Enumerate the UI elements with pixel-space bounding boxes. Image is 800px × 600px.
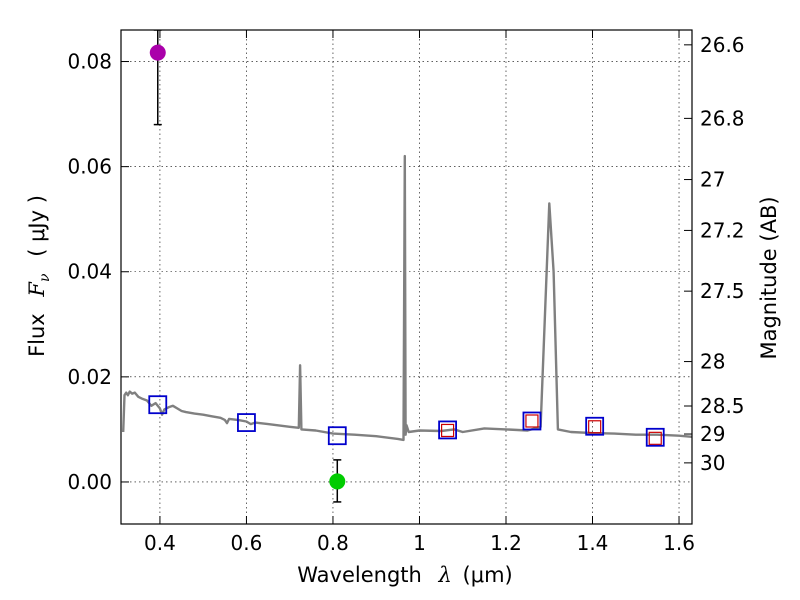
right-tick-label: 29 <box>700 422 725 446</box>
model-photometry-marker <box>438 420 457 440</box>
x-axis-label-symbol: λ <box>438 563 452 587</box>
observed-nir-marker <box>588 420 602 434</box>
y-tick-label: 0.04 <box>67 260 112 284</box>
observed-nir-marker <box>648 431 662 445</box>
y-axis-label-symbol: F <box>25 281 49 298</box>
x-tick-label: 0.8 <box>317 531 349 555</box>
right-tick-label: 28.5 <box>700 394 745 418</box>
x-tick-label: 0.4 <box>144 531 176 555</box>
x-axis-label-unit: (μm) <box>463 563 513 587</box>
plot-frame <box>120 29 693 525</box>
y-axis-label-unit: ( μJy ) <box>25 195 49 257</box>
observed-nir-marker <box>525 414 539 428</box>
right-tick-label: 26.8 <box>700 106 745 130</box>
x-axis-label-text: Wavelength <box>297 563 422 587</box>
right-axis-label: Magnitude (AB) <box>757 196 781 359</box>
right-tick-label: 30 <box>700 451 725 475</box>
right-tick-label: 27.5 <box>700 279 745 303</box>
model-photometry-marker <box>237 413 256 432</box>
axis-ticks: 0.4 0.6 0.8 1 1.2 1.4 1.6 0.00 0.02 0.04 0.06 0.08 2… <box>67 30 745 555</box>
plot-data <box>122 30 692 503</box>
right-tick-label: 26.6 <box>700 33 745 57</box>
x-tick-label: 0.6 <box>231 531 263 555</box>
right-tick-label: 27 <box>700 168 725 192</box>
y-tick-label: 0.00 <box>67 470 112 494</box>
y-axis-label-text: Flux <box>25 313 49 357</box>
y-tick-label: 0.06 <box>67 155 112 179</box>
x-tick-label: 1 <box>413 531 426 555</box>
observed-point <box>329 473 346 490</box>
y-tick-label: 0.08 <box>67 50 112 74</box>
model-photometry-marker <box>522 411 542 431</box>
observed-point <box>149 44 166 61</box>
x-axis-label: Wavelength λ (μm) <box>297 563 512 587</box>
model-photometry-marker <box>645 427 665 447</box>
x-tick-label: 1.6 <box>663 531 695 555</box>
x-tick-label: 1.4 <box>577 531 609 555</box>
model-photometry-marker <box>148 395 168 415</box>
right-tick-label: 28 <box>700 350 725 374</box>
right-tick-label: 27.2 <box>700 218 745 242</box>
y-axis-label: Flux Fν ( μJy ) <box>25 195 54 357</box>
model-photometry-marker <box>585 416 605 436</box>
x-tick-label: 1.2 <box>490 531 522 555</box>
y-tick-label: 0.02 <box>67 365 112 389</box>
grid <box>121 30 692 524</box>
y-axis-label-subscript: ν <box>37 273 53 282</box>
observed-nir-marker <box>440 423 455 438</box>
model-photometry-marker <box>327 426 347 446</box>
